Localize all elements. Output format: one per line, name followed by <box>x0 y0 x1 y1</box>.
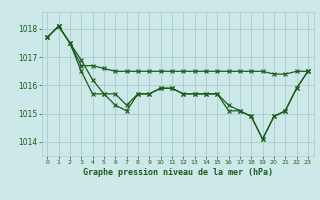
X-axis label: Graphe pression niveau de la mer (hPa): Graphe pression niveau de la mer (hPa) <box>83 168 273 177</box>
